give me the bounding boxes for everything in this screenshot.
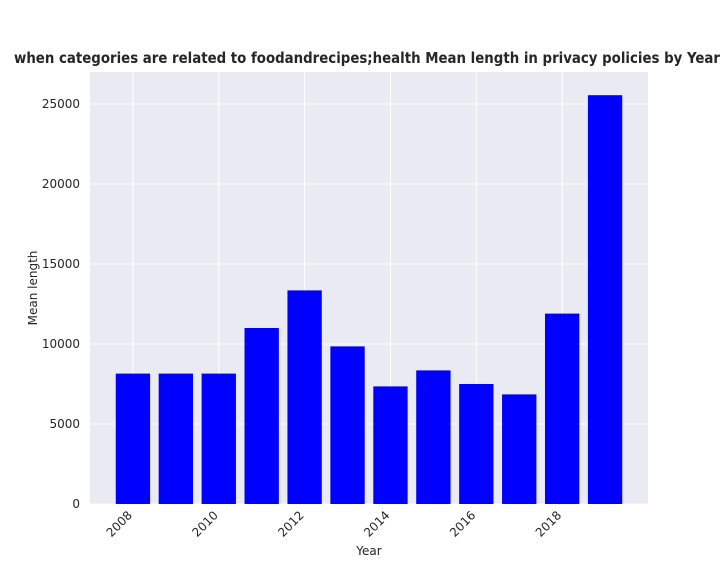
x-axis-label: Year <box>355 544 381 558</box>
y-tick-label: 20000 <box>42 177 80 191</box>
bar-2019 <box>587 95 623 504</box>
bar-2015 <box>416 370 451 504</box>
bar-series <box>115 95 623 504</box>
y-axis-ticks: 0 5000 10000 15000 20000 25000 <box>42 97 80 511</box>
bar-2014 <box>373 386 408 504</box>
x-tick-label: 2008 <box>104 508 135 539</box>
y-tick-label: 15000 <box>42 257 80 271</box>
bar-2010 <box>201 373 236 504</box>
bar-2018 <box>544 313 580 504</box>
chart-title: when categories are related to foodandre… <box>14 49 720 67</box>
y-tick-label: 0 <box>72 497 80 511</box>
bar-2011 <box>244 328 279 504</box>
bar-2008 <box>115 373 151 504</box>
bar-2017 <box>502 394 537 504</box>
y-axis-label: Mean length <box>26 251 40 326</box>
bar-2013 <box>330 346 365 504</box>
x-tick-label: 2016 <box>447 508 478 539</box>
bar-2012 <box>287 290 322 504</box>
bar-2016 <box>459 384 494 504</box>
y-tick-label: 25000 <box>42 97 80 111</box>
x-tick-label: 2014 <box>361 508 392 539</box>
x-tick-label: 2018 <box>533 508 564 539</box>
y-tick-label: 10000 <box>42 337 80 351</box>
y-tick-label: 5000 <box>49 417 80 431</box>
x-tick-label: 2010 <box>189 508 220 539</box>
bar-2009 <box>158 373 194 504</box>
x-axis-ticks: 2008 2010 2012 2014 2016 2018 <box>104 508 565 539</box>
x-tick-label: 2012 <box>275 508 306 539</box>
